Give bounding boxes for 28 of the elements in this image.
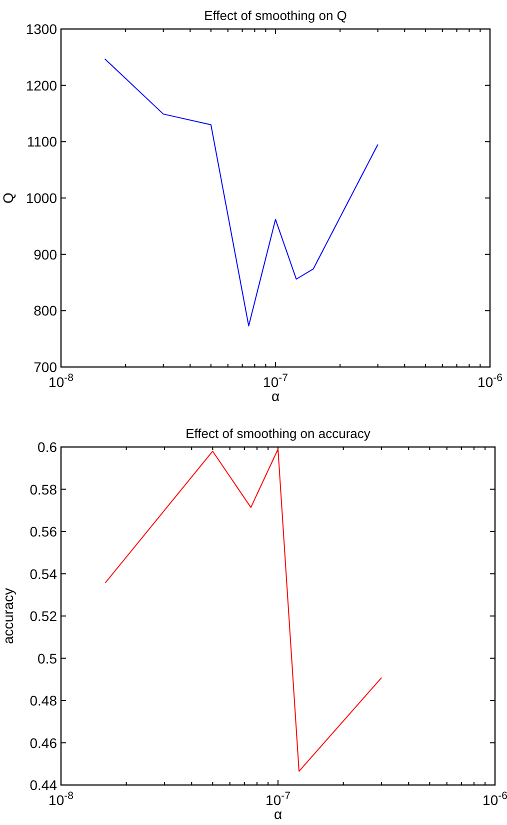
x-tick-label: 10$^{-6}$ — [482, 790, 507, 808]
x-tick-label: 10$^{-7}$ — [263, 372, 288, 390]
y-tick-label: 0.58 — [30, 481, 58, 498]
y-tick-label: 0.56 — [30, 524, 58, 540]
y-tick-label: 1200 — [26, 77, 58, 94]
y-tick-label: 0.54 — [30, 566, 58, 582]
x-axis-title: α — [271, 388, 280, 404]
y-tick-label: 700 — [34, 359, 58, 375]
y-tick-label: 1300 — [26, 21, 58, 37]
y-tick-label: 1000 — [26, 190, 58, 206]
y-tick-label: 800 — [34, 302, 58, 319]
y-tick-label: 0.46 — [30, 734, 58, 751]
y-tick-label: 0.52 — [30, 608, 58, 624]
chart-title: Effect of smoothing on accuracy — [186, 426, 371, 441]
chart-title: Effect of smoothing on Q — [204, 8, 347, 23]
x-tick-label: 10$^{-7}$ — [266, 790, 291, 808]
x-tick-label: 10$^{-8}$ — [48, 790, 74, 808]
y-axis-title: accuracy — [0, 588, 16, 644]
y-tick-label: 0.44 — [30, 777, 58, 793]
y-axis-title: Q — [0, 192, 16, 204]
x-tick-label: 10$^{-6}$ — [478, 372, 503, 390]
x-axis-title: α — [274, 806, 282, 822]
y-tick-label: 0.48 — [30, 692, 58, 708]
y-tick-label: 0.5 — [38, 650, 58, 666]
y-tick-label: 900 — [34, 246, 58, 262]
x-tick-label: 10$^{-8}$ — [48, 372, 74, 390]
y-tick-label: 1100 — [26, 134, 58, 150]
y-tick-label: 0.6 — [38, 439, 58, 455]
